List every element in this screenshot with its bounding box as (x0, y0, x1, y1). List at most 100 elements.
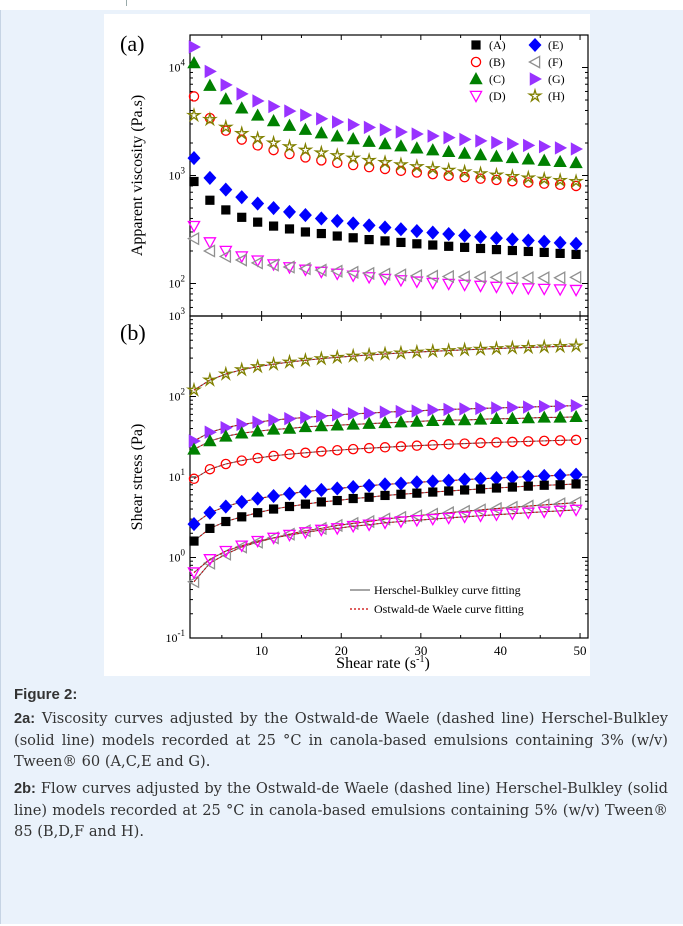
panel-b-point-A (300, 499, 311, 509)
panel-b-point-D (521, 507, 535, 520)
panel-b-point-A (428, 487, 438, 497)
panel-a-point-H (217, 118, 234, 135)
panel-b-point-A (539, 480, 549, 490)
panel-b-point-B (316, 446, 327, 457)
panel-a-point-G (523, 138, 536, 153)
panel-b-point-B (538, 435, 550, 447)
panel-a-point-H (408, 158, 425, 174)
panel-a-point-G (395, 125, 408, 139)
panel-b-point-E (362, 478, 376, 493)
panel-b-point-A (523, 481, 533, 491)
panel-a-point-E (489, 231, 503, 246)
panel-a-point-H (552, 172, 569, 188)
panel-b-point-E (458, 472, 472, 487)
panel-a-point-C (442, 144, 456, 157)
panel-a-point-F (553, 271, 566, 285)
panel-b-point-H (488, 340, 505, 356)
panel-a-point-C (426, 143, 440, 156)
panel-a-point-D (187, 220, 201, 234)
panel-a-point-A (253, 217, 263, 227)
panel-a-point-F (250, 256, 263, 270)
panel-b-point-H (329, 348, 346, 365)
panel-b-point-G (491, 401, 504, 415)
panel-a-point-D (330, 268, 344, 281)
panel-b-point-H (440, 342, 457, 358)
panel-a-point-D (521, 283, 535, 296)
panel-a-point-G (570, 142, 584, 156)
panel-b-point-F (187, 575, 200, 589)
panel-a-point-F (218, 249, 232, 264)
legend-marker-H (527, 87, 543, 103)
panel-a-point-D (394, 275, 408, 288)
panel-a-point-C (473, 147, 488, 161)
panel-a-point-H (297, 141, 314, 157)
panel-b-point-B (363, 442, 375, 454)
panel-b-point-B (459, 438, 470, 449)
panel-a-point-E (378, 220, 392, 235)
panel-b-point-G (411, 404, 424, 418)
panel-a-point-H (392, 156, 409, 172)
panel-a-point-G (268, 99, 281, 114)
panel-b-y-tick-label: 101 (169, 467, 186, 484)
panel-a-point-C (250, 108, 265, 121)
figure-label: Figure 2 (14, 686, 73, 703)
panel-b-point-A (284, 501, 295, 512)
panel-a-point-G (236, 87, 249, 101)
panel-a-point-F (362, 266, 375, 281)
figure-chart-svg: 10 20 30 40 50 102 103 104 10-1 100 101 102 103 (a) (b… (120, 31, 589, 672)
panel-b-point-H (568, 337, 585, 353)
x-tick-label: 40 (494, 643, 507, 658)
panel-a-point-F (521, 271, 534, 285)
panel-b-point-C (330, 418, 344, 431)
panel-a-point-E (394, 222, 408, 237)
panel-a-point-F (457, 270, 470, 284)
panel-b-point-H (249, 358, 266, 374)
panel-a-point-H (201, 111, 218, 127)
panel-b-point-G (538, 399, 552, 414)
panel-b-point-C (235, 426, 249, 439)
panel-b-point-D (235, 540, 249, 553)
legend-label-A: (A) (489, 38, 506, 52)
panel-a-point-F (441, 269, 454, 284)
figure-title: Figure 2: (14, 684, 668, 705)
panel-b-point-D (250, 535, 265, 549)
panel-b-point-C (473, 412, 488, 425)
panel-b-point-E (235, 494, 249, 510)
panel-a-point-D (410, 276, 424, 289)
panel-b-point-C (346, 417, 360, 430)
fit-legend-label-ostwald: Ostwald-de Waele curve fitting (374, 602, 524, 616)
panel-b-point-B (332, 444, 343, 456)
panel-a-point-H (329, 147, 346, 163)
panel-b-point-C (250, 424, 265, 437)
panel-a-point-D (489, 281, 504, 294)
panel-b-point-F (473, 503, 486, 517)
panel-a-point-B (459, 171, 470, 183)
figure-caption: Figure 2: 2a: Viscosity curves adjusted … (14, 684, 668, 848)
panel-b-point-G (363, 406, 377, 420)
panel-a-point-B (475, 173, 486, 184)
fit-legend-label-herschel-bulkley: Herschel-Bulkley curve fitting (374, 583, 521, 597)
panel-a-point-H (233, 125, 250, 141)
panel-b-point-B (284, 448, 295, 460)
panel-a-point-A (284, 224, 295, 234)
panel-a-point-E (521, 233, 535, 248)
panel-b-point-E (330, 481, 344, 496)
panel-b-point-A (444, 486, 454, 496)
panel-a-point-F (202, 244, 216, 258)
panel-b-point-A (380, 490, 390, 501)
panel-a-point-F (393, 268, 407, 282)
panel-b-point-F (266, 531, 279, 545)
panel-b-ow-fit-line-F (193, 502, 577, 583)
panel-b-point-E (442, 473, 456, 488)
panel-a-point-B (507, 175, 518, 187)
panel-b-point-G (459, 402, 472, 416)
panel-a-point-G (443, 130, 456, 145)
panel-b-point-B (395, 441, 407, 452)
panel-a-point-G (204, 64, 217, 79)
panel-a-point-D (537, 283, 551, 296)
panel-a-point-C (553, 154, 567, 168)
legend-label-F: (F) (548, 55, 563, 69)
panel-b-point-B (523, 436, 534, 447)
legend-label-G: (G) (548, 72, 565, 86)
panel-a-point-F (346, 265, 359, 279)
